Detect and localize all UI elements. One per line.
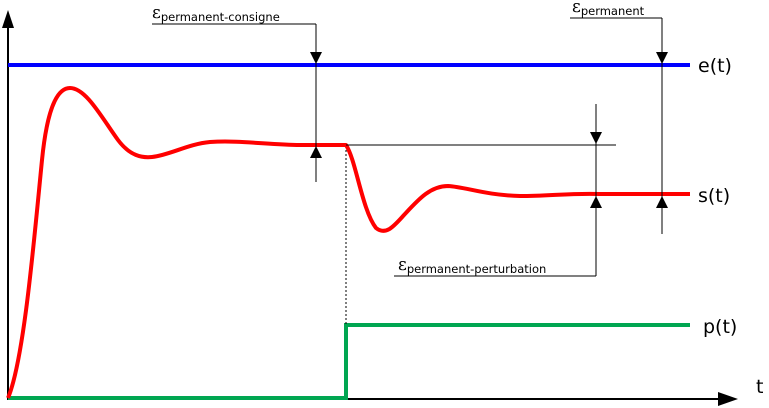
signal-p-label: p(t) [703,316,737,338]
eps-consigne-annotation [152,23,322,182]
y-axis-arrow [2,10,14,28]
signal-p-line [8,323,690,400]
time-axis-label: t [756,376,763,398]
signal-s-curve [6,86,690,399]
signal-s-label: s(t) [698,185,730,207]
eps-perturbation-label: εpermanent-perturbation [398,255,546,276]
eps-consigne-label: εpermanent-consigne [152,3,280,24]
eps-permanent-label: εpermanent [572,0,645,18]
eps-perturbation-annotation [394,104,602,277]
eps-permanent-annotation [570,17,668,234]
axes [2,10,738,406]
signal-e-label: e(t) [698,55,732,77]
x-axis-arrow [718,392,738,406]
